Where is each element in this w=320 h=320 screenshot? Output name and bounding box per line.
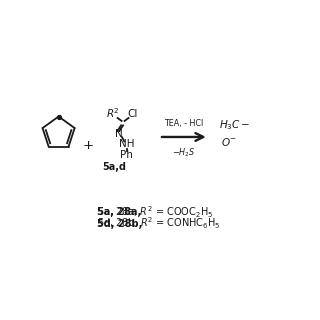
Text: 5d, 28b,: 5d, 28b,: [97, 219, 142, 229]
Text: NH: NH: [119, 139, 134, 149]
Text: Cl: Cl: [128, 108, 138, 118]
Text: $- H_2S$: $- H_2S$: [172, 147, 196, 159]
Text: Ph: Ph: [120, 150, 133, 160]
Text: $O^{-}$: $O^{-}$: [221, 136, 237, 148]
Text: $R^2$: $R^2$: [106, 107, 120, 120]
Text: +: +: [83, 139, 94, 152]
Text: 5a, 28a,: 5a, 28a,: [97, 207, 141, 217]
Text: N: N: [116, 129, 123, 139]
Text: 5d, 28b, $R^2$ = CONHC$_6$H$_5$: 5d, 28b, $R^2$ = CONHC$_6$H$_5$: [97, 216, 220, 231]
Text: $H_3C-$: $H_3C-$: [219, 118, 250, 132]
Text: TEA, - HCl: TEA, - HCl: [164, 119, 204, 128]
Text: 5a, 28a, $R^2$ = COOC$_2$H$_5$: 5a, 28a, $R^2$ = COOC$_2$H$_5$: [97, 204, 213, 220]
Text: 5a,d: 5a,d: [102, 162, 126, 172]
